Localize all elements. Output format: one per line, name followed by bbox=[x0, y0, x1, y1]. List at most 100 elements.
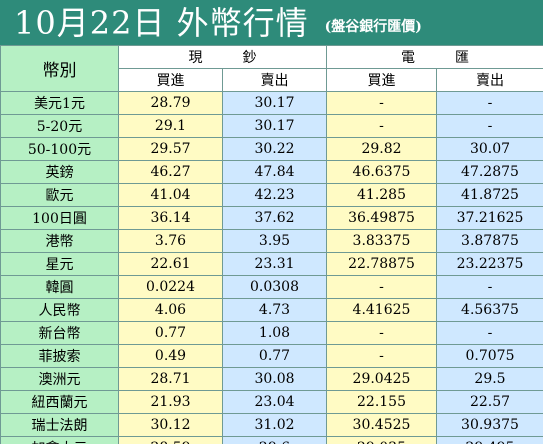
cash-buy-header: 買進 bbox=[118, 68, 223, 92]
transfer-sell-rate: 23.22375 bbox=[436, 252, 543, 276]
transfer-sell-rate: 47.2875 bbox=[436, 160, 543, 184]
cash-buy-rate: 28.59 bbox=[118, 436, 223, 444]
transfer-sell-rate: - bbox=[436, 114, 543, 138]
currency-name: 50-100元 bbox=[0, 137, 119, 161]
transfer-buy-rate: 22.155 bbox=[326, 390, 437, 414]
transfer-buy-rate: 29.82 bbox=[326, 137, 437, 161]
cash-buy-rate: 41.04 bbox=[118, 183, 223, 207]
transfer-buy-rate: 41.285 bbox=[326, 183, 437, 207]
table-row: 100日圓 36.14 37.62 36.49875 37.21625 bbox=[0, 206, 543, 230]
table-row: 50-100元 29.57 30.22 29.82 30.07 bbox=[0, 137, 543, 161]
transfer-sell-rate: 22.57 bbox=[436, 390, 543, 414]
cash-buy-rate: 28.71 bbox=[118, 367, 223, 391]
cash-buy-rate: 28.79 bbox=[118, 91, 223, 115]
currency-name: 英鎊 bbox=[0, 160, 119, 184]
cash-sell-rate: 42.23 bbox=[222, 183, 327, 207]
cash-sell-rate: 47.84 bbox=[222, 160, 327, 184]
cash-sell-header: 賣出 bbox=[222, 68, 327, 92]
transfer-sell-rate: 4.56375 bbox=[436, 298, 543, 322]
rate-table: 幣別 現鈔 電匯 買進 賣出 買進 賣出 美元1元 28.79 30.17- -5-2… bbox=[0, 45, 543, 444]
table-row: 港幣 3.76 3.95 3.83375 3.87875 bbox=[0, 229, 543, 253]
transfer-sell-rate: 30.9375 bbox=[436, 413, 543, 437]
cash-sell-rate: 3.95 bbox=[222, 229, 327, 253]
transfer-buy-rate: - bbox=[326, 114, 437, 138]
currency-name: 美元1元 bbox=[0, 91, 119, 115]
cash-buy-rate: 0.49 bbox=[118, 344, 223, 368]
transfer-buy-header: 買進 bbox=[326, 68, 437, 92]
cash-header: 現鈔 bbox=[118, 45, 327, 69]
table-row: 歐元 41.04 42.23 41.285 41.8725 bbox=[0, 183, 543, 207]
table-row: 紐西蘭元 21.93 23.04 22.155 22.57 bbox=[0, 390, 543, 414]
transfer-buy-rate: - bbox=[326, 344, 437, 368]
transfer-sell-header: 賣出 bbox=[436, 68, 543, 92]
transfer-buy-rate: - bbox=[326, 275, 437, 299]
table-row: 新台幣 0.77 1.08- - bbox=[0, 321, 543, 345]
cash-sell-rate: 30.17 bbox=[222, 114, 327, 138]
cash-sell-rate: 31.02 bbox=[222, 413, 327, 437]
cash-sell-rate: 0.0308 bbox=[222, 275, 327, 299]
transfer-sell-rate: - bbox=[436, 275, 543, 299]
transfer-sell-rate: 0.7075 bbox=[436, 344, 543, 368]
transfer-header: 電匯 bbox=[326, 45, 543, 69]
transfer-sell-rate: - bbox=[436, 321, 543, 345]
transfer-buy-rate: - bbox=[326, 91, 437, 115]
rate-table-body: 美元1元 28.79 30.17- -5-20元 29.1 30.17- -50-100元 2… bbox=[0, 91, 543, 444]
currency-name: 紐西蘭元 bbox=[0, 390, 119, 414]
cash-sell-rate: 4.73 bbox=[222, 298, 327, 322]
transfer-buy-rate: 46.6375 bbox=[326, 160, 437, 184]
currency-header: 幣別 bbox=[0, 45, 119, 92]
transfer-buy-rate: 4.41625 bbox=[326, 298, 437, 322]
cash-buy-rate: 3.76 bbox=[118, 229, 223, 253]
currency-name: 菲披索 bbox=[0, 344, 119, 368]
transfer-buy-rate: 29.0425 bbox=[326, 367, 437, 391]
cash-sell-rate: 37.62 bbox=[222, 206, 327, 230]
rate-source: (盤谷銀行匯價) bbox=[324, 19, 422, 35]
currency-name: 港幣 bbox=[0, 229, 119, 253]
transfer-buy-rate: 36.49875 bbox=[326, 206, 437, 230]
cash-sell-rate: 30.22 bbox=[222, 137, 327, 161]
transfer-buy-rate: 3.83375 bbox=[326, 229, 437, 253]
cash-sell-rate: 30.08 bbox=[222, 367, 327, 391]
cash-sell-rate: 23.04 bbox=[222, 390, 327, 414]
table-row: 瑞士法朗 30.12 31.02 30.4525 30.9375 bbox=[0, 413, 543, 437]
table-row: 英鎊 46.27 47.84 46.6375 47.2875 bbox=[0, 160, 543, 184]
cash-sell-rate: 1.08 bbox=[222, 321, 327, 345]
transfer-sell-rate: - bbox=[436, 91, 543, 115]
currency-name: 瑞士法朗 bbox=[0, 413, 119, 437]
transfer-sell-rate: 41.8725 bbox=[436, 183, 543, 207]
table-row: 菲披索 0.49 0.77-0.7075 bbox=[0, 344, 543, 368]
cash-sell-rate: 23.31 bbox=[222, 252, 327, 276]
currency-name: 新台幣 bbox=[0, 321, 119, 345]
cash-buy-rate: 0.77 bbox=[118, 321, 223, 345]
transfer-buy-rate: - bbox=[326, 321, 437, 345]
currency-name: 加拿大元 bbox=[0, 436, 119, 444]
cash-buy-rate: 30.12 bbox=[118, 413, 223, 437]
cash-buy-rate: 29.1 bbox=[118, 114, 223, 138]
cash-buy-rate: 4.06 bbox=[118, 298, 223, 322]
cash-buy-rate: 0.0224 bbox=[118, 275, 223, 299]
cash-buy-rate: 36.14 bbox=[118, 206, 223, 230]
cash-buy-rate: 22.61 bbox=[118, 252, 223, 276]
transfer-buy-rate: 30.4525 bbox=[326, 413, 437, 437]
page-title: 10月22日 外幣行情 bbox=[14, 4, 309, 42]
table-row: 人民幣 4.06 4.73 4.41625 4.56375 bbox=[0, 298, 543, 322]
currency-name: 澳洲元 bbox=[0, 367, 119, 391]
cash-buy-rate: 46.27 bbox=[118, 160, 223, 184]
transfer-buy-rate: 22.78875 bbox=[326, 252, 437, 276]
cash-buy-rate: 29.57 bbox=[118, 137, 223, 161]
transfer-sell-rate: 30.07 bbox=[436, 137, 543, 161]
title-bar: 10月22日 外幣行情 (盤谷銀行匯價) bbox=[0, 0, 543, 45]
currency-name: 100日圓 bbox=[0, 206, 119, 230]
table-row: 加拿大元28.5929.629.03529.495 bbox=[0, 436, 543, 444]
transfer-sell-rate: 3.87875 bbox=[436, 229, 543, 253]
currency-name: 5-20元 bbox=[0, 114, 119, 138]
table-row: 星元 22.61 23.31 22.78875 23.22375 bbox=[0, 252, 543, 276]
currency-name: 歐元 bbox=[0, 183, 119, 207]
table-row: 美元1元 28.79 30.17- - bbox=[0, 91, 543, 115]
currency-name: 星元 bbox=[0, 252, 119, 276]
transfer-sell-rate: 29.495 bbox=[436, 436, 543, 444]
cash-buy-rate: 21.93 bbox=[118, 390, 223, 414]
table-row: 5-20元 29.1 30.17- - bbox=[0, 114, 543, 138]
currency-name: 韓圓 bbox=[0, 275, 119, 299]
